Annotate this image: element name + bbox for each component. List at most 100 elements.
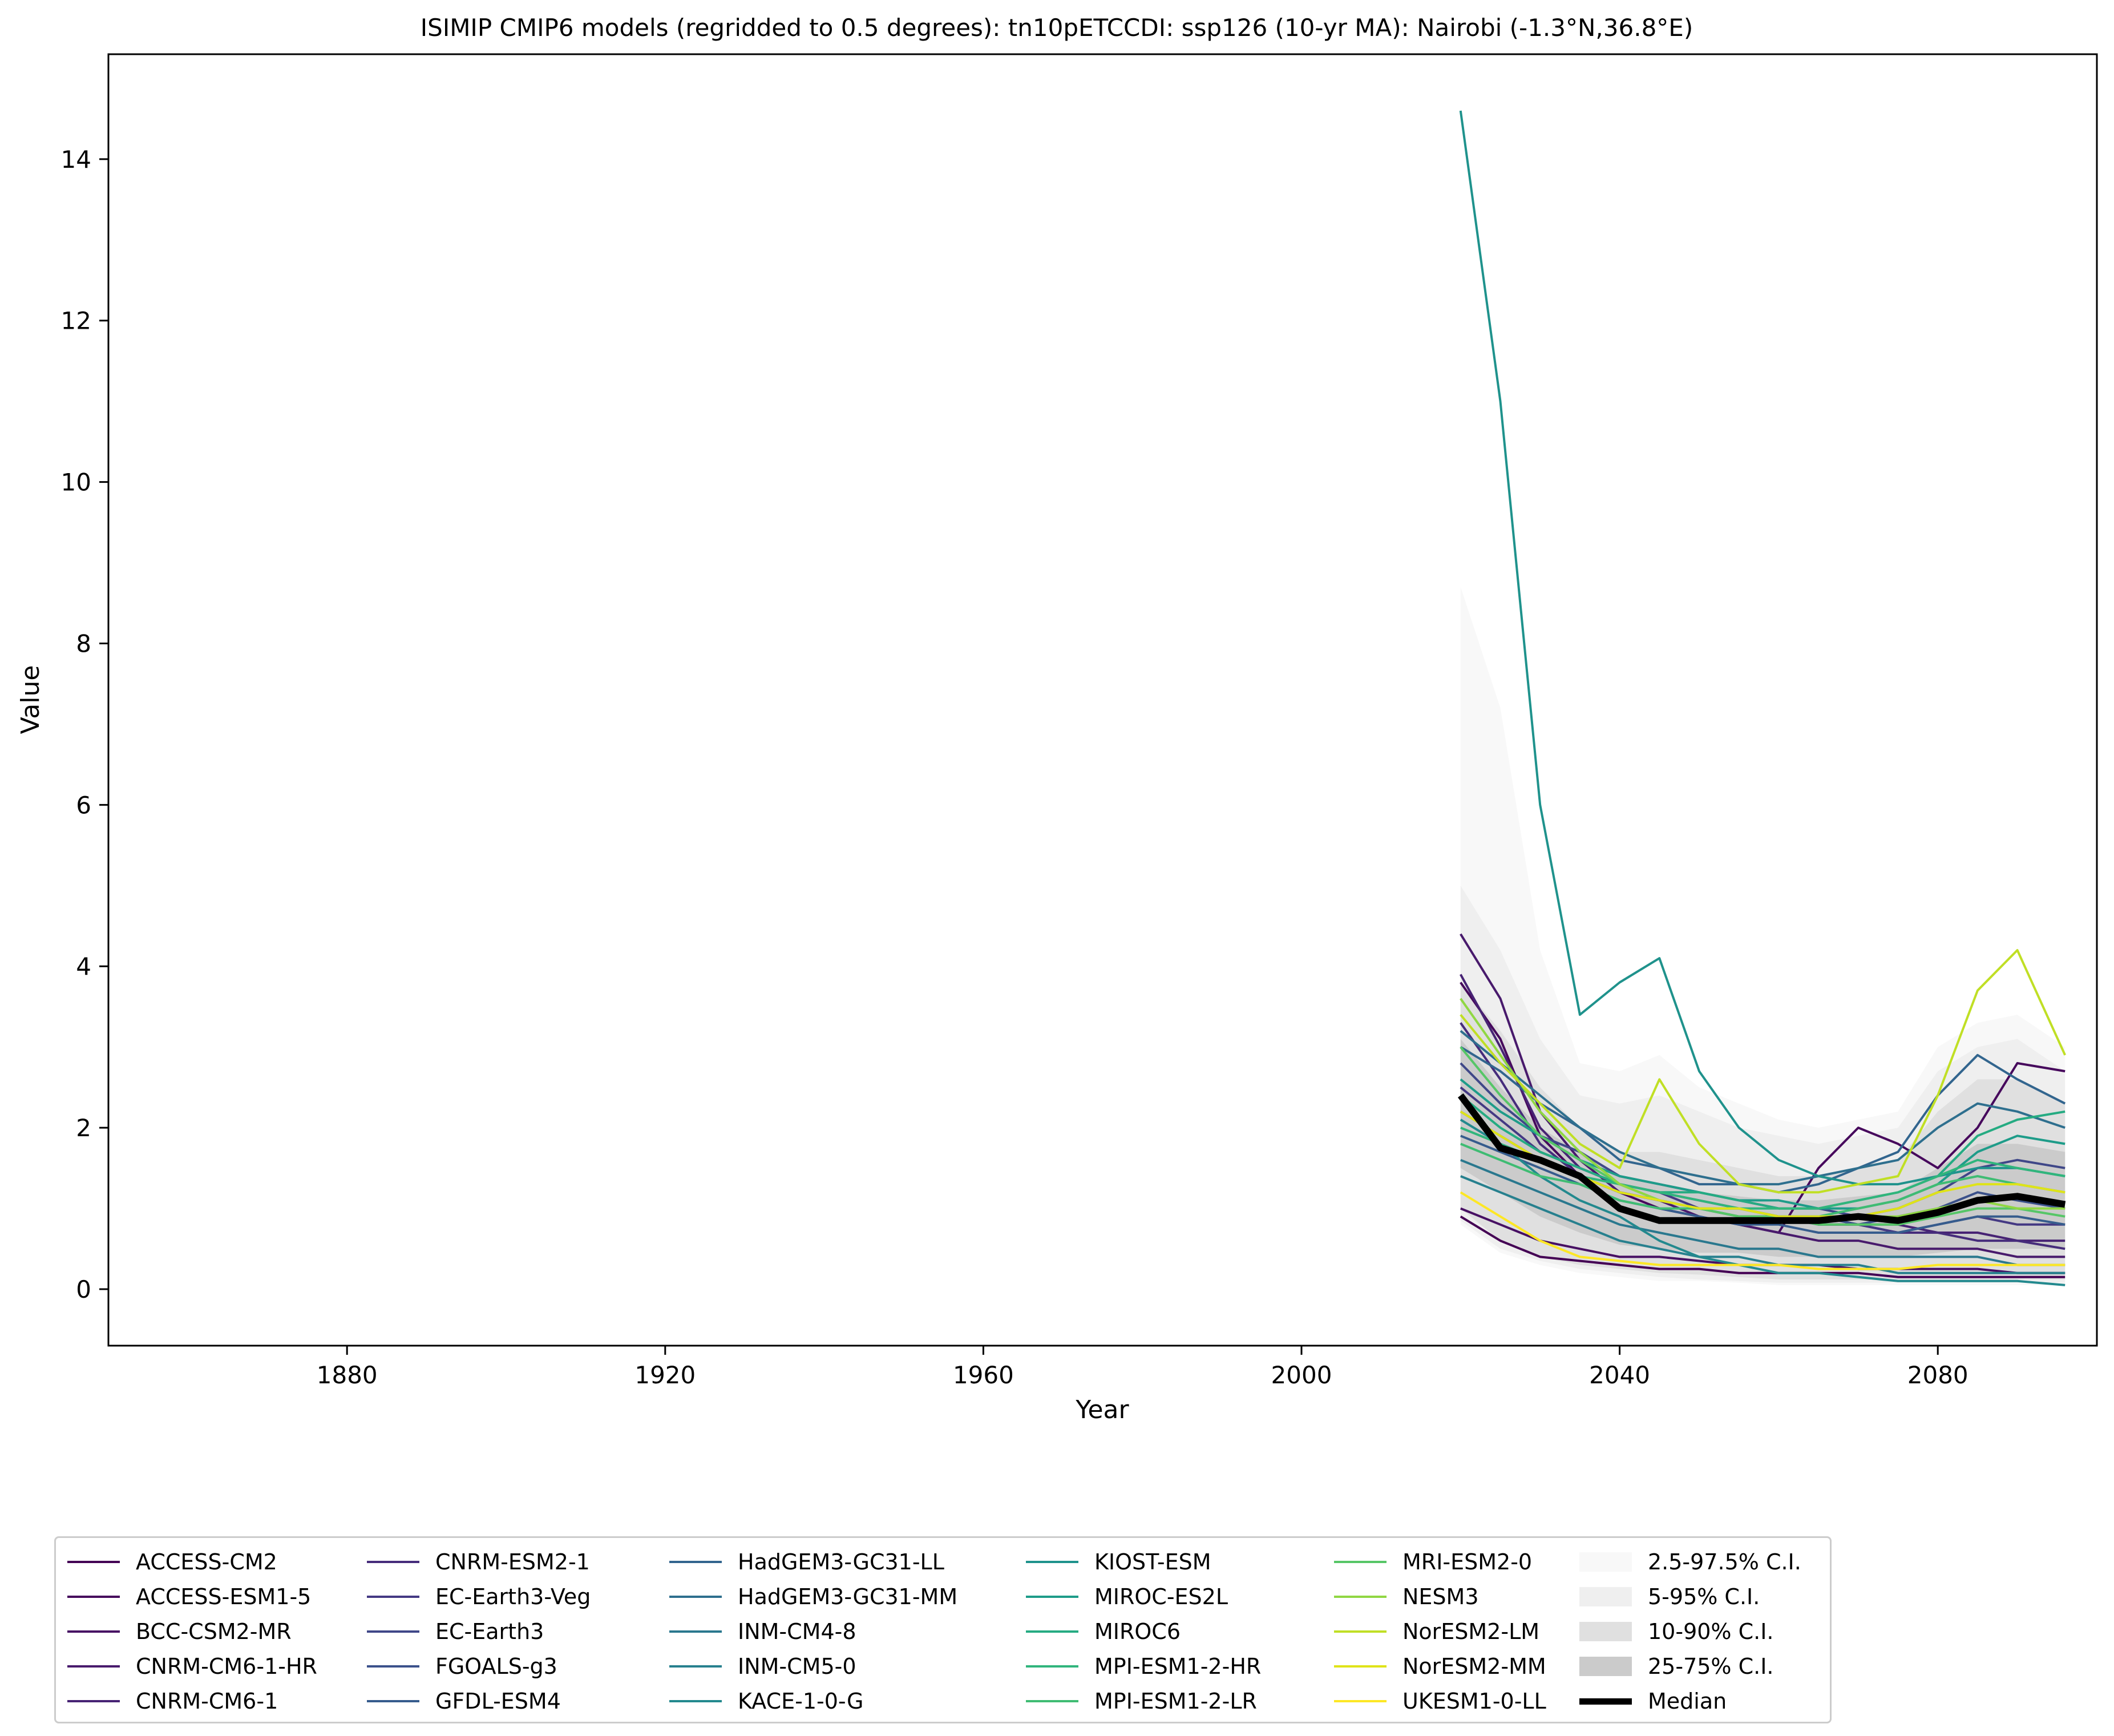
- y-tick-label: 2: [76, 1114, 91, 1142]
- legend-item: NorESM2-LM: [1334, 1614, 1539, 1649]
- legend-item: UKESM1-0-LL: [1334, 1684, 1546, 1718]
- legend-swatch: [1026, 1700, 1078, 1702]
- legend-label: MPI-ESM1-2-LR: [1094, 1689, 1257, 1714]
- legend-swatch: [1026, 1665, 1078, 1668]
- legend-label: MIROC6: [1094, 1619, 1181, 1644]
- legend: ACCESS-CM2 ACCESS-ESM1-5 BCC-CSM2-MR CNRM-C…: [54, 1536, 1832, 1723]
- legend-label: MIROC-ES2L: [1094, 1584, 1228, 1609]
- legend-item: INM-CM5-0: [669, 1649, 856, 1683]
- legend-swatch: [1579, 1552, 1632, 1572]
- legend-label: GFDL-ESM4: [435, 1689, 561, 1714]
- legend-swatch: [1026, 1596, 1078, 1598]
- series-line-0: [1460, 1215, 2066, 1278]
- legend-label: UKESM1-0-LL: [1402, 1689, 1546, 1714]
- y-tick-label: 0: [76, 1275, 91, 1303]
- legend-swatch: [1579, 1622, 1632, 1641]
- legend-label: NorESM2-MM: [1402, 1654, 1546, 1679]
- legend-label: EC-Earth3: [435, 1619, 544, 1644]
- legend-item: MIROC-ES2L: [1026, 1580, 1228, 1614]
- legend-swatch: [367, 1630, 419, 1633]
- legend-item: ACCESS-CM2: [67, 1545, 277, 1579]
- legend-item: FGOALS-g3: [367, 1649, 557, 1683]
- legend-label: MPI-ESM1-2-HR: [1094, 1654, 1262, 1679]
- series-line-9: [1460, 1135, 2066, 1234]
- confidence-bands: [1460, 587, 2066, 1285]
- legend-swatch: [1026, 1561, 1078, 1563]
- y-tick-label: 10: [61, 469, 91, 496]
- legend-label: KIOST-ESM: [1094, 1549, 1211, 1574]
- series-line-24: [1460, 1191, 2066, 1270]
- y-tick-label: 12: [61, 307, 91, 335]
- chart: ISIMIP CMIP6 models (regridded to 0.5 de…: [16, 14, 2098, 1424]
- legend-swatch: [67, 1596, 120, 1598]
- legend-label: EC-Earth3-Veg: [435, 1584, 591, 1609]
- legend-label: NESM3: [1402, 1584, 1479, 1609]
- median-line: [1458, 1093, 2066, 1224]
- x-axis-ticks: 1880 1920 1960 2000 2040 2080: [317, 1346, 1969, 1389]
- legend-item: 10-90% C.I.: [1579, 1614, 1774, 1649]
- legend-label: HadGEM3-GC31-MM: [738, 1584, 958, 1609]
- x-tick-label: 1880: [317, 1361, 378, 1389]
- legend-label: INM-CM5-0: [738, 1654, 856, 1679]
- series-line-12: [1460, 1158, 2066, 1266]
- legend-swatch: [669, 1561, 722, 1563]
- legend-label: 5-95% C.I.: [1648, 1584, 1760, 1609]
- legend-label: INM-CM4-8: [738, 1619, 856, 1644]
- y-axis-ticks: 0 2 4 6 8 10 12 14: [61, 146, 108, 1303]
- legend-swatch: [1579, 1698, 1632, 1705]
- chart-title: ISIMIP CMIP6 models (regridded to 0.5 de…: [421, 14, 1693, 42]
- legend-swatch: [67, 1561, 120, 1563]
- legend-swatch: [1334, 1596, 1387, 1598]
- series-line-3: [1460, 933, 2066, 1258]
- legend-item: CNRM-ESM2-1: [367, 1545, 590, 1579]
- series-line-14: [1460, 1119, 2066, 1286]
- legend-item: HadGEM3-GC31-MM: [669, 1580, 957, 1614]
- legend-item: EC-Earth3-Veg: [367, 1580, 591, 1614]
- legend-item: GFDL-ESM4: [367, 1684, 561, 1718]
- legend-swatch: [367, 1561, 419, 1563]
- legend-item: NESM3: [1334, 1580, 1479, 1614]
- legend-label: 2.5-97.5% C.I.: [1648, 1549, 1801, 1574]
- legend-label: CNRM-ESM2-1: [435, 1549, 590, 1574]
- legend-item: CNRM-CM6-1: [67, 1684, 278, 1718]
- plot-frame: [107, 53, 2098, 1347]
- legend-item: INM-CM4-8: [669, 1614, 856, 1649]
- y-tick-label: 14: [61, 146, 91, 173]
- legend-item: ACCESS-ESM1-5: [67, 1580, 311, 1614]
- legend-item: EC-Earth3: [367, 1614, 544, 1649]
- legend-swatch: [1334, 1630, 1387, 1633]
- series-line-17: [1460, 1094, 2066, 1210]
- legend-item: NorESM2-MM: [1334, 1649, 1546, 1683]
- x-tick-label: 1920: [634, 1361, 696, 1389]
- legend-item: MPI-ESM1-2-HR: [1026, 1649, 1261, 1683]
- y-tick-label: 4: [76, 952, 91, 980]
- legend-swatch: [1579, 1657, 1632, 1676]
- x-axis-label: Year: [1075, 1395, 1129, 1424]
- x-tick-label: 2000: [1271, 1361, 1332, 1389]
- legend-swatch: [367, 1700, 419, 1702]
- legend-swatch: [669, 1596, 722, 1598]
- legend-swatch: [67, 1630, 120, 1633]
- legend-swatch: [1579, 1587, 1632, 1606]
- legend-label: BCC-CSM2-MR: [136, 1619, 292, 1644]
- legend-swatch: [669, 1630, 722, 1633]
- series-line-11: [1460, 1030, 2066, 1186]
- legend-item: CNRM-CM6-1-HR: [67, 1649, 317, 1683]
- legend-item: MIROC6: [1026, 1614, 1181, 1649]
- legend-label: NorESM2-LM: [1402, 1619, 1540, 1644]
- legend-label: ACCESS-CM2: [136, 1549, 277, 1574]
- legend-swatch: [669, 1700, 722, 1702]
- legend-swatch: [1334, 1665, 1387, 1668]
- series-line-20: [1460, 1046, 2066, 1226]
- legend-swatch: [367, 1596, 419, 1598]
- legend-label: 25-75% C.I.: [1648, 1654, 1774, 1679]
- x-tick-label: 1960: [953, 1361, 1014, 1389]
- legend-label: MRI-ESM2-0: [1402, 1549, 1533, 1574]
- legend-item: 5-95% C.I.: [1579, 1580, 1760, 1614]
- legend-swatch: [67, 1700, 120, 1702]
- legend-label: CNRM-CM6-1-HR: [136, 1654, 317, 1679]
- legend-item: MRI-ESM2-0: [1334, 1545, 1532, 1579]
- legend-item: 2.5-97.5% C.I.: [1579, 1545, 1801, 1579]
- legend-swatch: [1334, 1561, 1387, 1563]
- legend-swatch: [669, 1665, 722, 1668]
